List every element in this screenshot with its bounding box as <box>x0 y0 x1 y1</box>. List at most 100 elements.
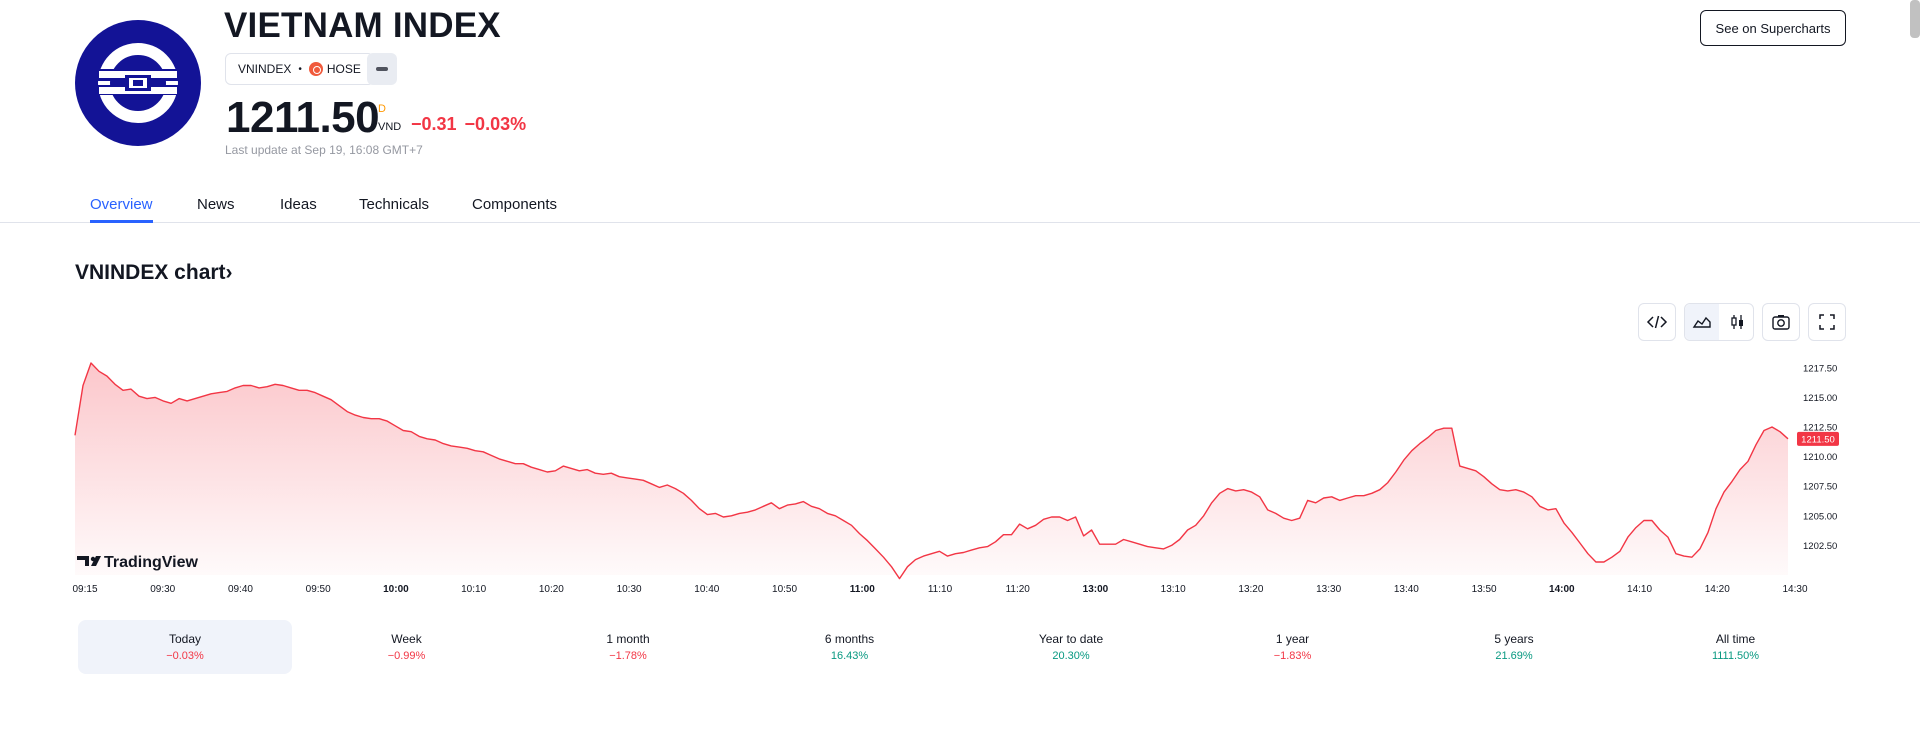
x-tick-label: 13:30 <box>1316 584 1341 595</box>
y-tick-label: 1207.50 <box>1803 482 1837 493</box>
x-tick-label: 13:00 <box>1083 584 1109 595</box>
last-update: Last update at Sep 19, 16:08 GMT+7 <box>225 143 423 157</box>
tab-bar: Overview News Ideas Technicals Component… <box>0 190 1920 223</box>
chevron-right-icon: › <box>225 261 233 284</box>
y-tick-label: 1210.00 <box>1803 452 1837 463</box>
period-change: −0.99% <box>387 650 426 662</box>
x-tick-label: 13:50 <box>1472 584 1497 595</box>
price-change: −0.31 −0.03% <box>411 114 534 135</box>
exchange-icon <box>308 62 323 76</box>
tab-ideas[interactable]: Ideas <box>280 196 317 213</box>
symbol-label: VNINDEX <box>238 62 292 76</box>
period-label: Week <box>391 632 422 646</box>
screenshot-button[interactable] <box>1762 303 1800 341</box>
x-tick-label: 13:40 <box>1394 584 1419 595</box>
see-on-supercharts-button[interactable]: See on Supercharts <box>1700 10 1846 46</box>
period-year-to-date[interactable]: Year to date 20.30% <box>964 620 1178 674</box>
fullscreen-icon <box>1819 314 1835 330</box>
last-value-label: 1211.50 <box>1801 434 1835 445</box>
tab-technicals[interactable]: Technicals <box>359 196 430 213</box>
x-tick-label: 14:00 <box>1549 584 1575 595</box>
chart-title-text: VNINDEX chart <box>75 261 226 284</box>
x-tick-label: 10:40 <box>694 584 719 595</box>
period-today[interactable]: Today −0.03% <box>78 620 292 674</box>
tab-overview[interactable]: Overview <box>90 196 153 223</box>
embed-icon <box>1646 315 1668 329</box>
chart-title-link[interactable]: VNINDEX chart› <box>75 261 233 285</box>
y-tick-label: 1202.50 <box>1803 541 1837 552</box>
period-change: 1111.50% <box>1711 650 1760 662</box>
series-line <box>74 362 1789 580</box>
series-area-fill <box>75 363 1788 579</box>
tab-components[interactable]: Components <box>472 196 558 213</box>
period-week[interactable]: Week −0.99% <box>300 620 514 674</box>
period-1-year[interactable]: 1 year −1.83% <box>1186 620 1400 674</box>
x-tick-label: 10:00 <box>383 584 409 595</box>
period-label: 5 years <box>1494 632 1534 646</box>
scrollbar-thumb[interactable] <box>1910 0 1920 38</box>
x-tick-label: 09:50 <box>306 584 331 595</box>
last-price: 1211.50 <box>226 93 380 142</box>
fullscreen-button[interactable] <box>1808 303 1846 341</box>
period-change: −1.78% <box>609 650 647 662</box>
period-1-month[interactable]: 1 month −1.78% <box>521 620 735 674</box>
period-label: 1 year <box>1275 632 1310 646</box>
x-tick-label: 10:20 <box>539 584 564 595</box>
embed-button[interactable] <box>1638 303 1676 341</box>
x-tick-label: 13:20 <box>1238 584 1263 595</box>
tradingview-wordmark: TradingView <box>104 554 199 571</box>
candles-icon <box>1731 315 1743 329</box>
price-chart[interactable]: 09:15 09:30 09:40 09:50 10:00 10:10 10:20 10:30… <box>0 350 1920 600</box>
chart-style-toggle <box>1684 303 1754 341</box>
last-value-badge <box>1797 431 1839 446</box>
period-change: 20.30% <box>1052 650 1090 662</box>
period-change: 21.69% <box>1495 650 1533 662</box>
change-absolute: −0.31 <box>411 114 457 134</box>
period-label: Year to date <box>1038 632 1104 646</box>
area-style-button[interactable] <box>1685 304 1719 340</box>
symbol-separator: • <box>298 63 302 75</box>
x-tick-label: 09:30 <box>150 584 175 595</box>
price-flag: D <box>378 103 386 115</box>
x-tick-label: 14:10 <box>1627 584 1652 595</box>
period-change: 16.43% <box>830 650 869 662</box>
x-tick-label: 10:10 <box>461 584 486 595</box>
x-tick-label: 09:15 <box>72 584 97 595</box>
x-tick-label: 09:40 <box>228 584 253 595</box>
x-tick-label: 10:50 <box>772 584 797 595</box>
tradingview-watermark[interactable]: TradingView <box>77 554 199 571</box>
y-tick-label: 1215.00 <box>1803 393 1837 404</box>
vnindex-logo-mark <box>97 43 179 123</box>
x-tick-label: 11:00 <box>850 584 875 595</box>
period-change: −0.03% <box>166 650 204 662</box>
period-label: 6 months <box>824 632 875 646</box>
period-label: All time <box>1715 632 1756 646</box>
period-label: Today <box>168 632 202 646</box>
y-tick-label: 1217.50 <box>1803 363 1837 374</box>
period-5-years[interactable]: 5 years 21.69% <box>1407 620 1621 674</box>
period-change: −1.83% <box>1273 650 1312 662</box>
y-tick-label: 1205.00 <box>1803 511 1837 522</box>
change-percent: −0.03% <box>464 114 527 134</box>
x-tick-label: 13:10 <box>1161 584 1186 595</box>
area-chart-icon <box>1692 316 1711 328</box>
page-title: VIETNAM INDEX <box>224 6 501 45</box>
period-6-months[interactable]: 6 months 16.43% <box>743 620 957 674</box>
more-options-button[interactable] <box>367 53 397 85</box>
candles-style-button[interactable] <box>1720 304 1754 340</box>
x-tick-label: 11:20 <box>1006 584 1031 595</box>
index-logo <box>75 20 201 146</box>
tab-news[interactable]: News <box>197 196 235 213</box>
exchange-label: HOSE <box>326 62 361 76</box>
y-tick-label: 1212.50 <box>1803 422 1837 433</box>
tradingview-logo-icon <box>77 556 101 566</box>
x-tick-label: 14:20 <box>1705 584 1730 595</box>
x-tick-label: 14:30 <box>1782 584 1807 595</box>
x-tick-label: 11:10 <box>928 584 953 595</box>
camera-icon <box>1772 315 1790 330</box>
currency-label: VND <box>378 121 402 133</box>
symbol-chip[interactable]: VNINDEX • HOSE <box>225 53 374 85</box>
x-tick-label: 10:30 <box>617 584 642 595</box>
period-all-time[interactable]: All time 1111.50% <box>1629 620 1843 674</box>
period-label: 1 month <box>606 632 650 646</box>
